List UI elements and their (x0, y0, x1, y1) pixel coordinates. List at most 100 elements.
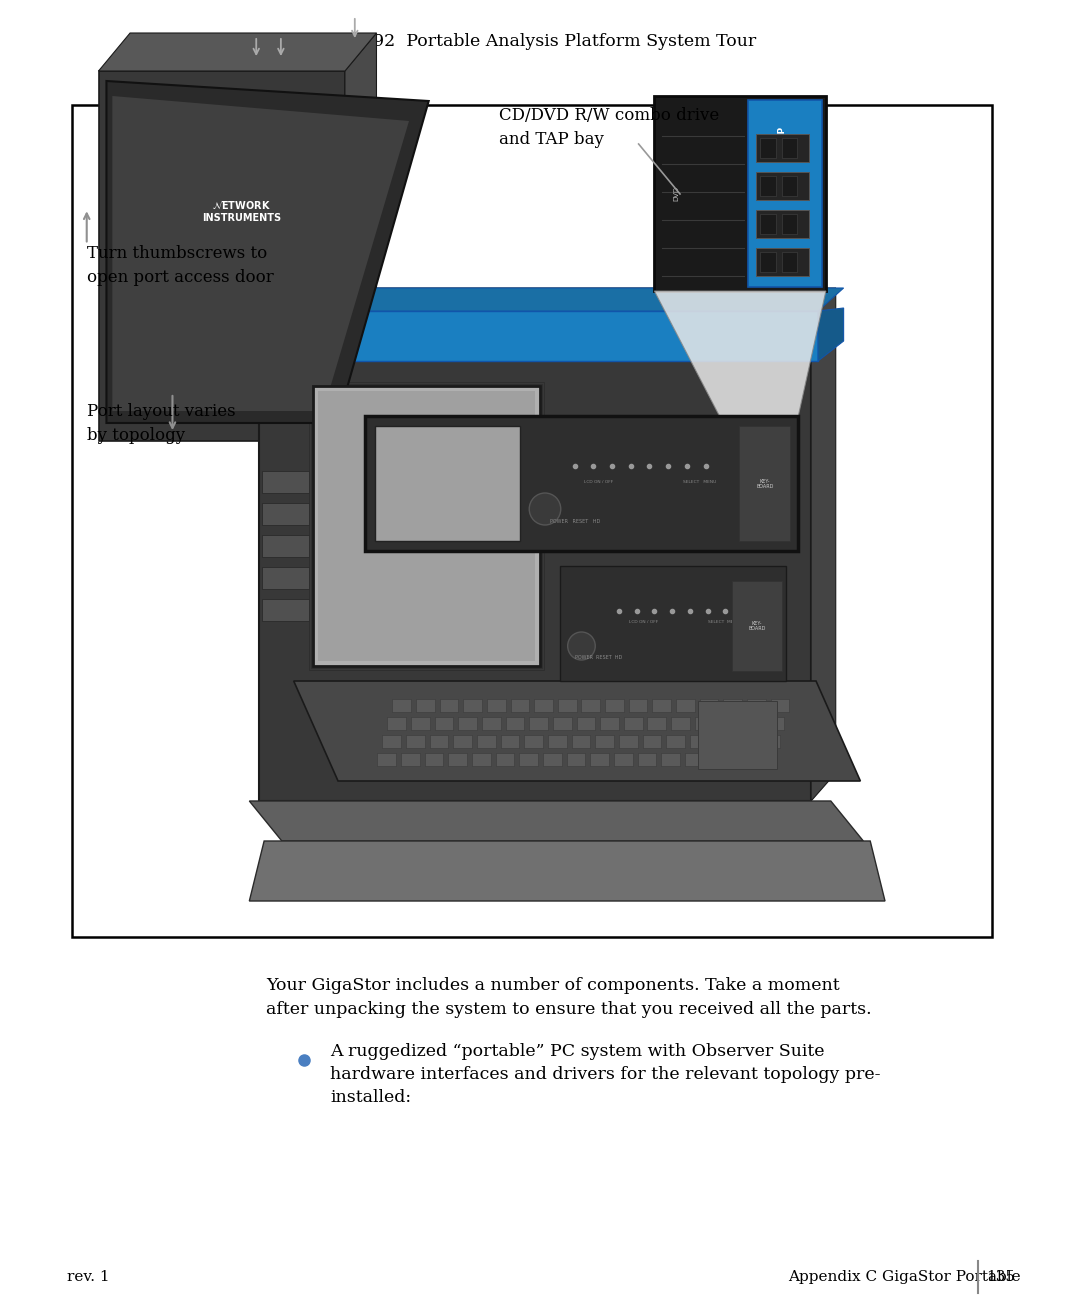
Bar (448, 753, 468, 766)
Bar (313, 385, 540, 666)
Text: CD/DVD R/W combo drive: CD/DVD R/W combo drive (499, 106, 719, 123)
Bar (430, 735, 448, 749)
Bar (615, 753, 633, 766)
Bar (700, 699, 718, 712)
Bar (739, 426, 791, 541)
Bar (718, 717, 738, 730)
Bar (262, 471, 310, 493)
Bar (666, 735, 685, 749)
Bar (472, 753, 490, 766)
Bar (519, 753, 538, 766)
Bar (760, 252, 775, 271)
Text: Figure 92  Portable Analysis Platform System Tour: Figure 92 Portable Analysis Platform Sys… (309, 33, 756, 50)
Text: rev. 1: rev. 1 (67, 1270, 110, 1283)
Bar (771, 699, 789, 712)
Bar (756, 172, 809, 201)
Polygon shape (107, 81, 429, 423)
Bar (259, 316, 811, 801)
Bar (724, 699, 742, 712)
Bar (605, 699, 624, 712)
Bar (760, 138, 775, 159)
Bar (661, 753, 680, 766)
Bar (511, 699, 529, 712)
Bar (747, 699, 766, 712)
Polygon shape (98, 33, 377, 71)
Bar (698, 701, 777, 770)
Bar (482, 717, 501, 730)
Bar (654, 96, 826, 291)
Circle shape (568, 632, 595, 659)
Text: Port layout varies: Port layout varies (86, 402, 235, 420)
Polygon shape (294, 680, 861, 781)
Bar (505, 717, 524, 730)
Bar (760, 214, 775, 233)
Bar (624, 717, 643, 730)
Text: 135: 135 (986, 1270, 1015, 1283)
Text: and TAP bay: and TAP bay (499, 131, 604, 148)
Text: A ruggedized “portable” PC system with Observer Suite: A ruggedized “portable” PC system with O… (330, 1044, 825, 1061)
Text: $\mathbf{\mathcal{N}}$ETWORK
INSTRUMENTS: $\mathbf{\mathcal{N}}$ETWORK INSTRUMENTS (202, 199, 281, 223)
Bar (98, 71, 345, 440)
Bar (501, 735, 519, 749)
Bar (652, 699, 671, 712)
Bar (107, 323, 144, 337)
Bar (732, 581, 782, 671)
Bar (581, 699, 600, 712)
Bar (548, 735, 567, 749)
Text: Your GigaStor includes a number of components. Take a moment: Your GigaStor includes a number of compo… (266, 978, 840, 995)
Bar (571, 735, 591, 749)
Polygon shape (654, 291, 826, 416)
Bar (643, 735, 661, 749)
Bar (382, 735, 401, 749)
Bar (477, 735, 496, 749)
Bar (782, 176, 797, 197)
Polygon shape (249, 840, 885, 901)
Text: DVD: DVD (673, 186, 679, 201)
Bar (262, 503, 310, 524)
Bar (529, 717, 548, 730)
Bar (262, 535, 310, 557)
Bar (708, 753, 727, 766)
Bar (782, 252, 797, 271)
Text: KEY-
BOARD: KEY- BOARD (748, 620, 766, 632)
Bar (388, 717, 406, 730)
Bar (756, 248, 809, 277)
Bar (392, 699, 411, 712)
Text: open port access door: open port access door (86, 269, 273, 286)
Bar (107, 300, 144, 315)
Bar (742, 717, 760, 730)
Bar (567, 753, 585, 766)
Polygon shape (259, 288, 836, 316)
Bar (434, 717, 454, 730)
Text: LCD ON / OFF: LCD ON / OFF (629, 620, 658, 624)
Bar (319, 391, 536, 661)
Bar (553, 717, 571, 730)
Bar (714, 735, 732, 749)
Bar (595, 735, 615, 749)
Bar (496, 753, 514, 766)
Bar (671, 717, 690, 730)
Bar (619, 735, 637, 749)
Polygon shape (249, 801, 863, 840)
Text: by topology: by topology (86, 426, 185, 443)
Circle shape (529, 493, 561, 524)
Text: after unpacking the system to ensure that you received all the parts.: after unpacking the system to ensure tha… (266, 1000, 872, 1017)
Bar (756, 753, 774, 766)
Bar (107, 278, 144, 292)
Bar (760, 176, 775, 197)
Bar (732, 753, 751, 766)
Text: TAP: TAP (778, 126, 787, 144)
Text: SELECT  MENU: SELECT MENU (707, 620, 740, 624)
Bar (311, 384, 542, 669)
Bar (782, 214, 797, 233)
Bar (310, 382, 544, 670)
Text: POWER  RESET  HD: POWER RESET HD (575, 656, 622, 659)
Bar (406, 735, 424, 749)
Bar (559, 566, 786, 680)
Bar (543, 753, 562, 766)
Bar (591, 753, 609, 766)
Text: SELECT   MENU: SELECT MENU (683, 480, 716, 484)
Text: installed:: installed: (330, 1089, 411, 1106)
Bar (676, 699, 694, 712)
Bar (440, 699, 458, 712)
